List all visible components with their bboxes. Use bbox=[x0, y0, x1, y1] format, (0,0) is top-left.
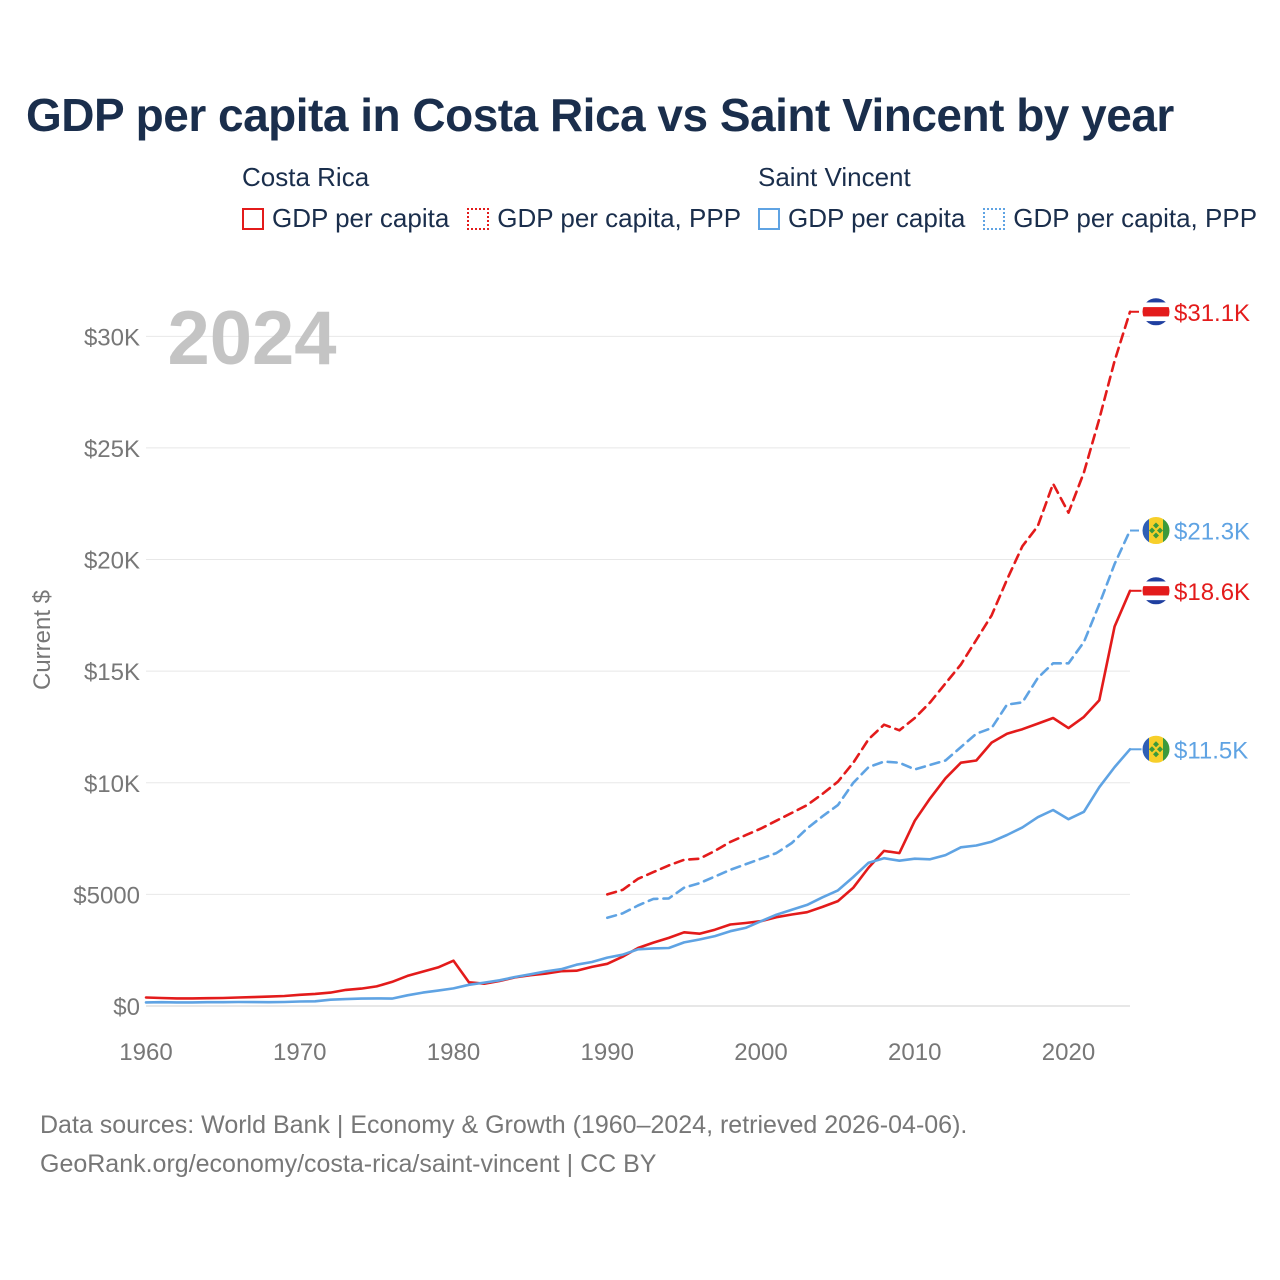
legend-item-label: GDP per capita, PPP bbox=[497, 203, 742, 233]
series-end-label: $31.1K bbox=[1174, 300, 1250, 327]
legend-item-costa-rica-gdp-ppp[interactable]: GDP per capita, PPP bbox=[467, 203, 741, 234]
legend-item-saint-vincent-gdp-ppp[interactable]: GDP per capita, PPP bbox=[983, 203, 1257, 234]
y-tick-label: $10K bbox=[84, 771, 140, 798]
legend-item-saint-vincent-gdp[interactable]: GDP per capita bbox=[758, 203, 965, 234]
series-line-saint-vincent-gdp-per-capita-ppp[interactable] bbox=[605, 529, 1132, 920]
footer: Data sources: World Bank | Economy & Gro… bbox=[40, 1106, 967, 1184]
x-tick-label: 2010 bbox=[888, 1039, 941, 1066]
saint-vincent-flag-icon bbox=[1141, 516, 1171, 546]
legend-swatch-dotted bbox=[983, 207, 1006, 230]
series-end-label: $11.5K bbox=[1174, 737, 1248, 764]
page-title: GDP per capita in Costa Rica vs Saint Vi… bbox=[26, 89, 1174, 141]
y-tick-label: $0 bbox=[113, 994, 140, 1021]
legend-item-label: GDP per capita, PPP bbox=[1013, 203, 1258, 233]
footer-sources: Data sources: World Bank | Economy & Gro… bbox=[40, 1111, 968, 1139]
series-line-saint-vincent-gdp-per-capita[interactable] bbox=[144, 747, 1132, 1004]
x-tick-label: 1960 bbox=[119, 1039, 172, 1066]
y-tick-label: $5000 bbox=[73, 882, 140, 909]
saint-vincent-flag-icon bbox=[1141, 734, 1171, 764]
series-end-label: $18.6K bbox=[1174, 579, 1250, 606]
y-axis-label: Current $ bbox=[29, 590, 56, 690]
series-end-label: $21.3K bbox=[1174, 519, 1250, 546]
legend-swatch-solid bbox=[758, 207, 780, 230]
series-line-costa-rica-gdp-per-capita-ppp[interactable] bbox=[605, 310, 1132, 896]
legend-swatch-solid bbox=[242, 207, 264, 230]
x-tick-label: 1990 bbox=[581, 1039, 634, 1066]
y-tick-label: $20K bbox=[84, 548, 140, 575]
y-tick-label: $30K bbox=[84, 324, 140, 351]
y-tick-label: $25K bbox=[84, 436, 140, 463]
legend-item-label: GDP per capita bbox=[272, 203, 450, 233]
legend-item-costa-rica-gdp[interactable]: GDP per capita bbox=[242, 203, 449, 234]
y-tick-label: $15K bbox=[84, 659, 140, 686]
legend-group-costa-rica: Costa Rica GDP per capita GDP per capita… bbox=[242, 162, 759, 234]
legend-group-saint-vincent: Saint Vincent GDP per capita GDP per cap… bbox=[758, 162, 1275, 234]
legend-country-label: Costa Rica bbox=[242, 162, 370, 192]
x-tick-label: 2000 bbox=[734, 1039, 787, 1066]
x-tick-label: 2020 bbox=[1042, 1039, 1095, 1066]
x-tick-label: 1980 bbox=[427, 1039, 480, 1066]
legend-item-label: GDP per capita bbox=[788, 203, 966, 233]
legend-swatch-dotted bbox=[467, 207, 490, 230]
x-tick-label: 1970 bbox=[273, 1039, 326, 1066]
footer-link[interactable]: GeoRank.org/economy/costa-rica/saint-vin… bbox=[40, 1150, 657, 1178]
costa-rica-flag-icon bbox=[1141, 297, 1171, 327]
legend-country-label: Saint Vincent bbox=[758, 162, 911, 192]
series-line-costa-rica-gdp-per-capita[interactable] bbox=[144, 589, 1132, 1000]
year-watermark: 2024 bbox=[167, 296, 336, 381]
costa-rica-flag-icon bbox=[1141, 576, 1171, 606]
